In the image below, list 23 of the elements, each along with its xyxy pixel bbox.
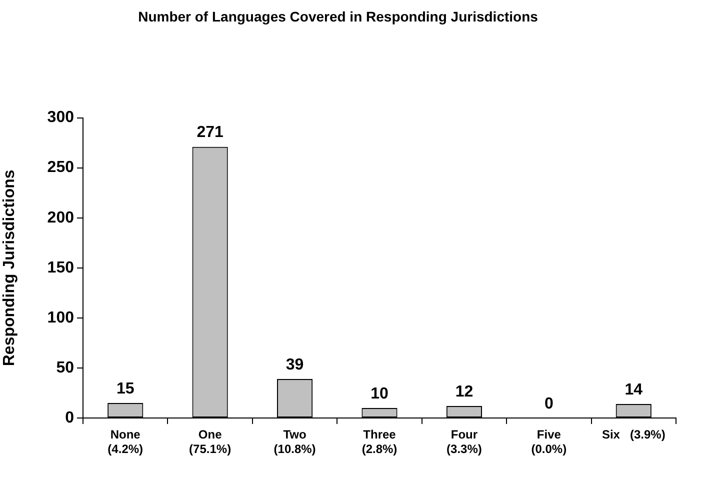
data-label: 39 (286, 356, 304, 374)
x-tick-label: One (75.1%) (189, 428, 232, 456)
data-label: 15 (116, 380, 134, 398)
x-tick-label: Four (3.3%) (446, 428, 482, 456)
y-tick-label: 200 (47, 209, 74, 226)
data-label: 0 (544, 395, 554, 412)
y-tick-label: 300 (47, 109, 74, 126)
data-label: 10 (370, 385, 388, 402)
x-tick-label: Five (0.0%) (531, 428, 567, 456)
y-tick-label: 0 (65, 409, 74, 426)
data-label: 12 (455, 383, 474, 400)
y-axis-title: Responding Jurisdictions (1, 170, 18, 366)
y-tick-label: 50 (56, 359, 74, 376)
x-tick-label: Two (10.8%) (274, 428, 316, 456)
data-label: 271 (196, 124, 224, 142)
data-label: 14 (624, 381, 643, 398)
x-tick-label: Three (2.8%) (362, 428, 398, 456)
y-tick-label: 150 (47, 259, 74, 276)
y-tick-label: 250 (47, 159, 74, 176)
chart-title: Number of Languages Covered in Responding Jurisdictions (138, 8, 538, 24)
x-tick-label: None (4.2%) (108, 428, 144, 456)
y-tick-label: 100 (47, 309, 74, 326)
x-tick-label: Six (3.9%) (602, 428, 666, 442)
